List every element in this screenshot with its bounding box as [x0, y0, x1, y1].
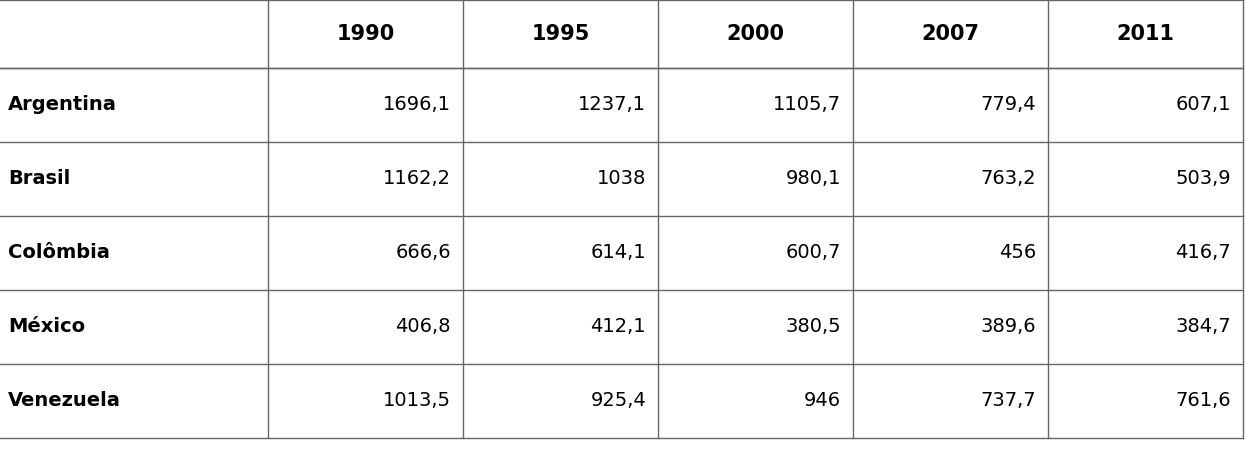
Text: 737,7: 737,7 [980, 391, 1036, 411]
Text: 406,8: 406,8 [396, 317, 451, 336]
Text: 607,1: 607,1 [1175, 96, 1231, 115]
Text: Argentina: Argentina [7, 96, 117, 115]
Text: 1038: 1038 [596, 170, 646, 188]
Text: 761,6: 761,6 [1175, 391, 1231, 411]
Text: 1990: 1990 [336, 24, 395, 44]
Text: 456: 456 [998, 243, 1036, 262]
Text: 2007: 2007 [921, 24, 980, 44]
Text: 1696,1: 1696,1 [383, 96, 451, 115]
Text: 763,2: 763,2 [980, 170, 1036, 188]
Text: 980,1: 980,1 [786, 170, 842, 188]
Text: 503,9: 503,9 [1175, 170, 1231, 188]
Text: 412,1: 412,1 [590, 317, 646, 336]
Text: México: México [7, 317, 85, 336]
Text: 416,7: 416,7 [1175, 243, 1231, 262]
Text: 1162,2: 1162,2 [383, 170, 451, 188]
Text: Colômbia: Colômbia [7, 243, 110, 262]
Text: 1013,5: 1013,5 [383, 391, 451, 411]
Text: 614,1: 614,1 [590, 243, 646, 262]
Text: 384,7: 384,7 [1175, 317, 1231, 336]
Text: 2011: 2011 [1117, 24, 1174, 44]
Text: 1105,7: 1105,7 [773, 96, 842, 115]
Text: 1995: 1995 [532, 24, 590, 44]
Text: Venezuela: Venezuela [7, 391, 121, 411]
Text: 946: 946 [804, 391, 842, 411]
Text: 600,7: 600,7 [786, 243, 842, 262]
Text: 1237,1: 1237,1 [578, 96, 646, 115]
Text: 380,5: 380,5 [786, 317, 842, 336]
Text: 666,6: 666,6 [396, 243, 451, 262]
Text: 389,6: 389,6 [980, 317, 1036, 336]
Text: Brasil: Brasil [7, 170, 70, 188]
Text: 925,4: 925,4 [590, 391, 646, 411]
Text: 2000: 2000 [727, 24, 784, 44]
Text: 779,4: 779,4 [980, 96, 1036, 115]
